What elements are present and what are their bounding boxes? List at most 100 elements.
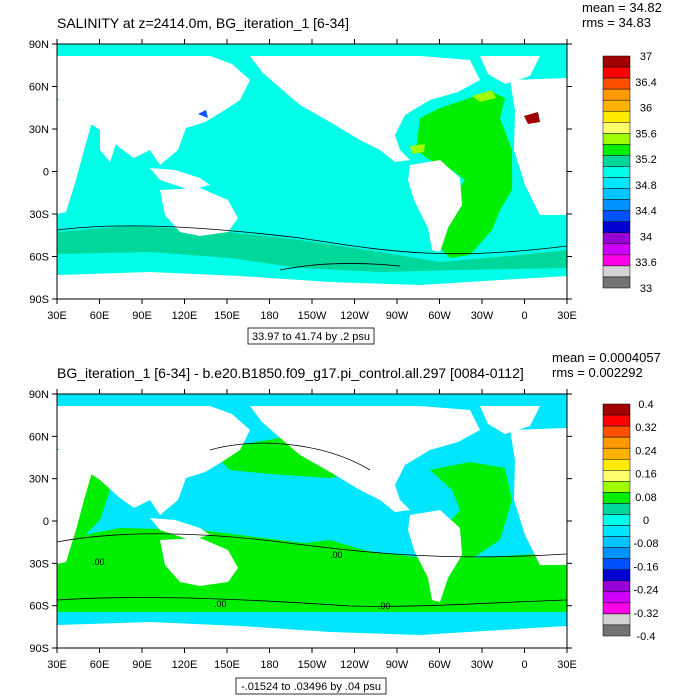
panel-1-colorbar: 37 36.4 36 35.6 35.2 34.8 34.4 34 33.6 33 xyxy=(602,51,657,295)
panel-1-eurasia xyxy=(57,56,250,165)
panel-1-antarctica xyxy=(57,272,567,299)
x-tick-label: 150E xyxy=(214,659,240,671)
panel-1-north-america xyxy=(250,56,480,162)
y-tick-label: 60N xyxy=(29,82,49,94)
y-tick-label: 30S xyxy=(29,558,49,570)
panel-1-title: SALINITY at z=2414.0m, BG_iteration_1 [6… xyxy=(57,15,349,31)
colorbar-swatch xyxy=(602,77,631,90)
x-tick-label: 90W xyxy=(386,310,409,322)
colorbar-label: 33.6 xyxy=(635,257,656,269)
panel-1-yticks: 90N 60N 30N 0 30S 60S 90S xyxy=(29,39,572,306)
colorbar-swatch xyxy=(602,492,631,504)
panel-2-eurasia xyxy=(57,406,250,515)
colorbar-swatch xyxy=(602,99,631,112)
colorbar-swatch xyxy=(602,503,631,515)
colorbar-swatch xyxy=(602,414,631,427)
colorbar-swatch xyxy=(602,613,631,626)
panel-1-feature xyxy=(472,90,496,102)
colorbar-swatch xyxy=(602,481,631,493)
colorbar-swatch xyxy=(602,447,631,460)
panel-2-contour-label: .00 xyxy=(214,599,227,609)
colorbar-label: 0.24 xyxy=(635,445,656,457)
colorbar-label: 0.4 xyxy=(638,399,653,411)
x-tick-label: 30W xyxy=(471,659,494,671)
colorbar-label: 34.8 xyxy=(635,180,656,192)
x-tick-label: 150W xyxy=(298,659,327,671)
panel-2-europe-africa xyxy=(510,428,567,565)
colorbar-swatch xyxy=(602,403,631,416)
x-tick-label: 120E xyxy=(172,659,198,671)
colorbar-swatch xyxy=(602,514,631,526)
x-tick-label: 60E xyxy=(90,659,110,671)
colorbar-label: 36.4 xyxy=(635,77,656,89)
x-tick-label: 30E xyxy=(557,659,577,671)
panel-1-land xyxy=(57,56,567,299)
colorbar-swatch xyxy=(602,155,631,167)
panel-1-africa xyxy=(57,98,95,214)
panel-2-map xyxy=(57,394,567,648)
panel-1-rms: rms = 34.83 xyxy=(582,15,651,30)
panel-2-range-box xyxy=(235,677,387,695)
x-tick-label: 90W xyxy=(386,659,409,671)
colorbar-label: 0.32 xyxy=(635,422,656,434)
panel-1-range-box xyxy=(247,327,375,345)
colorbar-swatch xyxy=(602,110,631,123)
colorbar-swatch xyxy=(602,602,631,615)
colorbar-swatch xyxy=(602,55,631,68)
colorbar-swatch xyxy=(602,276,631,289)
x-tick-label: 150E xyxy=(214,310,240,322)
y-tick-label: 30S xyxy=(29,209,49,221)
colorbar-swatch xyxy=(602,525,631,537)
colorbar-label: 35.6 xyxy=(635,128,656,140)
colorbar-swatch xyxy=(602,558,631,570)
x-tick-label: 90E xyxy=(132,310,152,322)
panel-2-north-america xyxy=(250,406,480,512)
y-tick-label: 30N xyxy=(29,124,49,136)
panel-2-mean: mean = 0.0004057 xyxy=(552,350,661,365)
colorbar-swatch xyxy=(602,580,631,593)
y-tick-label: 0 xyxy=(43,167,49,179)
panel-2-contour-labels: .00 .00 .00 .00 xyxy=(92,550,391,611)
panel-2-contour xyxy=(209,442,371,471)
panel-1-feature xyxy=(198,110,208,118)
colorbar-label: 34 xyxy=(640,231,652,243)
colorbar-label: -0.08 xyxy=(633,538,658,550)
panel-1-indonesia xyxy=(150,168,210,190)
y-tick-label: 90N xyxy=(29,389,49,401)
panel-1-australia xyxy=(160,188,238,236)
colorbar-swatch xyxy=(602,436,631,449)
colorbar-label: -0.32 xyxy=(633,608,658,620)
colorbar-swatch xyxy=(602,210,631,222)
panel-1-mean: mean = 34.82 xyxy=(582,0,662,15)
panel-2-contour-label: .00 xyxy=(330,550,343,560)
colorbar-swatch xyxy=(602,66,631,79)
panel-2-yticks: 90N 60N 30N 0 30S 60S 90S xyxy=(29,389,572,655)
panel-1-range-label: 33.97 to 41.74 by .2 psu xyxy=(252,331,370,343)
colorbar-swatch xyxy=(602,470,631,482)
y-tick-label: 90N xyxy=(29,39,49,51)
x-tick-label: 30E xyxy=(47,659,67,671)
colorbar-swatch xyxy=(602,177,631,189)
panel-1-greenland xyxy=(480,56,540,84)
colorbar-swatch xyxy=(602,221,631,234)
x-tick-label: 0 xyxy=(521,310,527,322)
colorbar-label: -0.24 xyxy=(633,585,658,597)
colorbar-swatch xyxy=(602,265,631,278)
colorbar-swatch xyxy=(602,188,631,200)
panel-1-south-america xyxy=(408,160,462,252)
colorbar-swatch xyxy=(602,88,631,101)
panel-2-contour xyxy=(57,597,567,607)
panel-2-contour xyxy=(57,533,567,558)
colorbar-label: 0.08 xyxy=(635,492,656,504)
panel-2-australia xyxy=(160,538,238,586)
x-tick-label: 30E xyxy=(47,310,67,322)
x-tick-label: 120W xyxy=(340,310,369,322)
x-tick-label: 150W xyxy=(298,310,327,322)
colorbar-swatch xyxy=(602,591,631,604)
x-tick-label: 60E xyxy=(90,310,110,322)
panel-2-contour-label: .00 xyxy=(378,601,391,611)
colorbar-swatch xyxy=(602,122,631,134)
x-tick-label: 120E xyxy=(172,310,198,322)
panel-1-map xyxy=(57,44,567,299)
